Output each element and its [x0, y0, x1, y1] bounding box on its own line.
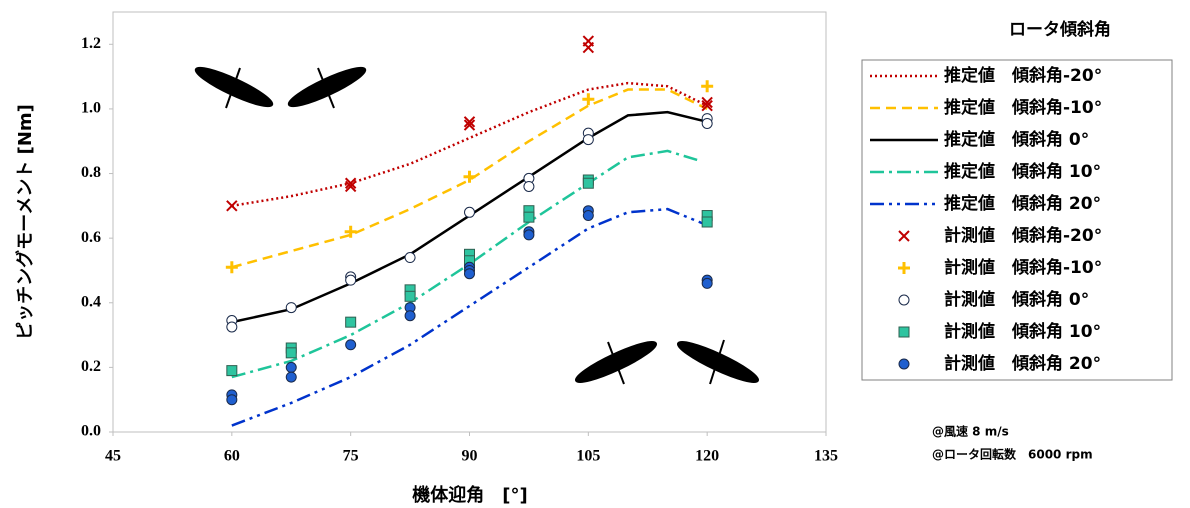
x-tick-label: 75: [343, 448, 359, 465]
data-point: [583, 135, 593, 145]
data-point: [582, 93, 594, 105]
legend-label: 計測値 傾斜角 20°: [944, 353, 1101, 374]
annotation: @ロータ回転数 6000 rpm: [932, 447, 1093, 462]
data-point: [226, 261, 238, 273]
annotation: @風速 8 m/s: [932, 424, 1009, 439]
x-tick-label: 90: [462, 448, 478, 465]
data-point: [583, 211, 593, 221]
legend-label: 計測値 傾斜角 0°: [944, 289, 1089, 310]
data-point: [524, 181, 534, 191]
rotor-icons: [193, 62, 762, 388]
y-tick-label: 1.0: [81, 100, 101, 117]
data-point: [227, 395, 237, 405]
y-tick-label: 0.0: [81, 423, 101, 440]
legend-label: 計測値 傾斜角-10°: [944, 257, 1102, 278]
y-axis-label: ピッチングモーメント [Nm]: [14, 104, 36, 340]
chart: ロータ傾斜角 機体迎角 [°] ピッチングモーメント [Nm] @風速 8 m/…: [0, 0, 1190, 508]
x-tick-label: 60: [224, 448, 240, 465]
y-tick-label: 0.2: [81, 358, 101, 375]
legend-label: 推定値 傾斜角-20°: [944, 65, 1102, 86]
data-point: [465, 269, 475, 279]
y-tick-label: 0.6: [81, 229, 101, 246]
data-point: [583, 178, 593, 188]
y-tick-label: 1.2: [81, 35, 101, 52]
legend-label: 推定値 傾斜角 20°: [944, 193, 1101, 214]
data-point: [405, 311, 415, 321]
data-point: [701, 80, 713, 92]
x-tick-label: 105: [576, 448, 600, 465]
legend-label: 推定値 傾斜角-10°: [944, 97, 1102, 118]
data-point: [286, 372, 296, 382]
y-tick-label: 0.4: [81, 293, 101, 310]
legend-label: 推定値 傾斜角 0°: [944, 129, 1089, 150]
data-point: [227, 366, 237, 376]
data-point: [346, 340, 356, 350]
data-point: [286, 303, 296, 313]
legend-title: ロータ傾斜角: [1009, 19, 1111, 40]
data-point: [524, 230, 534, 240]
x-tick-label: 45: [105, 448, 121, 465]
data-point: [405, 291, 415, 301]
legend-swatch: [899, 359, 909, 369]
data-point: [286, 362, 296, 372]
x-tick-label: 135: [814, 448, 838, 465]
legend-label: 計測値 傾斜角-20°: [944, 225, 1102, 246]
data-point: [346, 275, 356, 285]
y-tick-label: 0.8: [81, 164, 101, 181]
data-point: [227, 322, 237, 332]
data-point: [702, 278, 712, 288]
legend-label: 計測値 傾斜角 10°: [944, 321, 1101, 342]
data-point: [524, 212, 534, 222]
data-point: [227, 201, 237, 211]
legend-swatch: [899, 327, 909, 337]
legend-swatch: [899, 295, 909, 305]
data-point: [346, 317, 356, 327]
data-point: [465, 207, 475, 217]
legend-label: 推定値 傾斜角 10°: [944, 161, 1101, 182]
x-axis-label: 機体迎角 [°]: [412, 484, 527, 506]
data-point: [702, 217, 712, 227]
data-point: [702, 118, 712, 128]
data-point: [286, 348, 296, 358]
x-tick-label: 120: [695, 448, 719, 465]
estimate-line: [232, 209, 707, 425]
data-point: [405, 253, 415, 263]
data-point: [583, 43, 593, 53]
